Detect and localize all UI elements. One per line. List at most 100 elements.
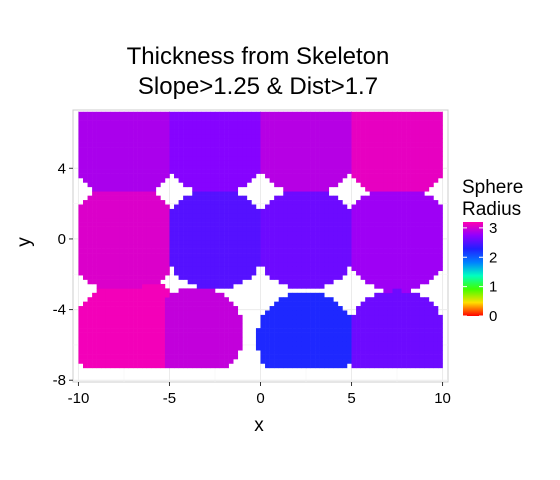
heatmap-cell — [183, 239, 188, 245]
heatmap-cell — [87, 341, 93, 347]
heatmap-cell — [346, 323, 352, 329]
heatmap-cell — [164, 164, 170, 170]
heatmap-cell — [424, 138, 430, 143]
heatmap-cell — [155, 279, 161, 285]
heatmap-cell — [219, 314, 225, 320]
heatmap-cell — [87, 129, 93, 135]
heatmap-cell — [378, 195, 384, 201]
heatmap-cell — [187, 363, 193, 369]
heatmap-cell — [365, 186, 371, 192]
heatmap-cell — [306, 204, 311, 210]
heatmap-cell — [83, 160, 88, 166]
heatmap-cell — [397, 350, 402, 355]
heatmap-cell — [324, 314, 330, 320]
heatmap-cell — [110, 354, 116, 360]
heatmap-cell — [201, 336, 207, 342]
heatmap-cell — [224, 336, 229, 342]
heatmap-cell — [224, 319, 229, 325]
heatmap-cell — [437, 319, 443, 325]
heatmap-cell — [283, 323, 289, 329]
heatmap-cell — [137, 257, 143, 263]
heatmap-cell — [187, 288, 193, 294]
heatmap-cell — [301, 341, 307, 347]
heatmap-cell — [160, 244, 166, 249]
heatmap-cell — [369, 133, 375, 139]
heatmap-cell — [397, 270, 402, 276]
heatmap-cell — [83, 354, 88, 360]
heatmap-cell — [419, 336, 425, 342]
heatmap-cell — [151, 283, 157, 289]
heatmap-cell — [283, 261, 289, 267]
heatmap-cell — [178, 133, 184, 139]
heatmap-cell — [419, 306, 425, 311]
heatmap-cell — [269, 164, 275, 170]
heatmap-cell — [410, 354, 416, 360]
heatmap-cell — [110, 160, 116, 166]
heatmap-cell — [146, 283, 152, 289]
heatmap-cell — [251, 125, 257, 130]
heatmap-cell — [137, 275, 143, 280]
heatmap-cell — [201, 147, 207, 152]
heatmap-cell — [214, 244, 220, 249]
heatmap-cell — [260, 222, 266, 227]
heatmap-cell — [383, 319, 389, 325]
heatmap-cell — [306, 200, 311, 205]
heatmap-cell — [360, 341, 366, 347]
heatmap-cell — [333, 213, 339, 219]
heatmap-cell — [128, 142, 134, 148]
legend-label: 1 — [489, 279, 497, 296]
heatmap-cell — [310, 336, 316, 342]
heatmap-cell — [142, 283, 148, 289]
heatmap-cell — [219, 261, 225, 267]
heatmap-cell — [310, 164, 316, 170]
heatmap-cell — [242, 129, 248, 135]
heatmap-cell — [360, 261, 366, 267]
heatmap-cell — [287, 147, 293, 152]
heatmap-cell — [269, 336, 275, 342]
heatmap-cell — [205, 169, 211, 174]
heatmap-cell — [105, 319, 111, 325]
heatmap-cell — [356, 306, 361, 311]
heatmap-cell — [328, 310, 334, 316]
heatmap-cell — [378, 151, 384, 157]
heatmap-cell — [337, 336, 343, 342]
heatmap-cell — [83, 208, 88, 214]
heatmap-cell — [265, 244, 270, 249]
heatmap-cell — [296, 116, 302, 121]
heatmap-cell — [410, 151, 416, 157]
heatmap-cell — [310, 151, 316, 157]
heatmap-cell — [214, 142, 220, 148]
heatmap-cell — [333, 173, 339, 179]
heatmap-cell — [228, 310, 234, 316]
heatmap-cell — [406, 354, 411, 360]
heatmap-cell — [128, 283, 134, 289]
heatmap-cell — [324, 310, 330, 316]
heatmap-cell — [114, 261, 120, 267]
heatmap-cell — [133, 270, 138, 276]
heatmap-cell — [155, 116, 161, 121]
heatmap-cell — [356, 208, 361, 214]
heatmap-cell — [401, 261, 407, 267]
heatmap-cell — [187, 235, 193, 241]
heatmap-cell — [192, 151, 198, 157]
heatmap-cell — [187, 248, 193, 254]
heatmap-cell — [219, 323, 225, 329]
heatmap-cell — [183, 226, 188, 232]
heatmap-cell — [274, 226, 279, 232]
heatmap-cell — [237, 182, 243, 188]
heatmap-cell — [415, 230, 421, 236]
heatmap-cell — [123, 270, 129, 276]
heatmap-cell — [114, 257, 120, 263]
heatmap-cell — [301, 138, 307, 143]
x-tick-label: -10 — [68, 390, 90, 407]
heatmap-cell — [192, 160, 198, 166]
heatmap-cell — [160, 270, 166, 276]
heatmap-cell — [292, 292, 298, 298]
heatmap-cell — [365, 116, 371, 121]
heatmap-cell — [164, 169, 170, 174]
heatmap-cell — [319, 191, 325, 196]
heatmap-cell — [228, 359, 234, 364]
heatmap-cell — [401, 359, 407, 364]
heatmap-cell — [214, 301, 220, 307]
heatmap-cell — [310, 292, 316, 298]
